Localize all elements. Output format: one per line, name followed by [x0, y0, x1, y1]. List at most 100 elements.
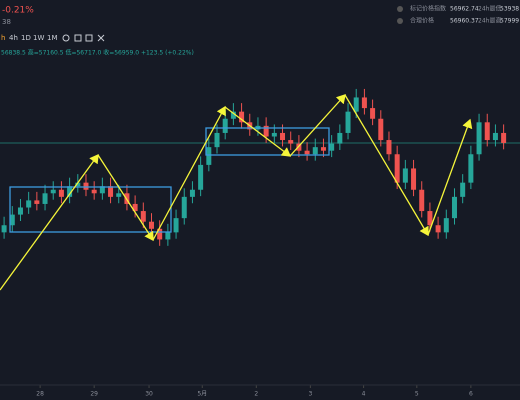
- candle-body: [222, 118, 228, 133]
- candle-body: [402, 168, 408, 183]
- x-tick-label: 5月: [197, 391, 207, 398]
- candle-body: [42, 193, 48, 204]
- candle-body: [280, 132, 286, 141]
- x-tick-label: 5: [415, 391, 419, 398]
- candle-body: [386, 140, 392, 155]
- stat-value: 53938: [500, 6, 519, 13]
- candle-body: [320, 147, 326, 151]
- candle-body: [492, 132, 498, 141]
- candle-body: [435, 225, 441, 233]
- candle-body: [91, 189, 97, 194]
- candle-body: [116, 193, 122, 197]
- candle-body: [157, 228, 163, 240]
- icon: [397, 18, 403, 24]
- timeframe[interactable]: 1W: [33, 34, 44, 42]
- candle-body: [304, 150, 310, 155]
- trend-arrow: [427, 118, 473, 236]
- stat-value: 56960.37: [450, 18, 479, 25]
- candle-body: [165, 232, 171, 240]
- candle-body: [206, 147, 212, 165]
- candle-body: [1, 225, 7, 233]
- stat-label: 24h最高: [478, 17, 501, 25]
- range-box: [9, 186, 172, 233]
- candle-body: [484, 122, 490, 141]
- stats: 标记价格指数 56962.74 24h最低 53938 合理价格 56960.3…: [397, 5, 519, 25]
- candle-body: [17, 207, 23, 215]
- x-tick-label: 28: [36, 391, 44, 398]
- timeframe[interactable]: 1M: [47, 34, 58, 42]
- candle-body: [132, 203, 138, 212]
- settings-icon[interactable]: [62, 34, 70, 42]
- candle-body: [451, 196, 457, 219]
- sub-price: 38: [2, 18, 11, 26]
- x-tick-label: 30: [145, 391, 153, 398]
- trend-arrow: [152, 105, 226, 241]
- x-tick-label: 4: [362, 391, 366, 398]
- timeframe[interactable]: 1D: [21, 34, 31, 42]
- candle-body: [312, 147, 318, 155]
- timeframe[interactable]: 4h: [9, 34, 18, 42]
- candle-body: [460, 182, 466, 197]
- candle-body: [476, 122, 482, 155]
- drawings: [0, 94, 473, 291]
- timeframe[interactable]: h: [1, 34, 5, 42]
- candle-body: [26, 200, 32, 208]
- stat-value: 56962.74: [450, 6, 479, 13]
- x-tick-label: 2: [254, 391, 258, 398]
- candle-body: [148, 221, 154, 229]
- candle-body: [239, 111, 245, 123]
- candle-body: [370, 108, 376, 119]
- candle-body: [50, 189, 56, 194]
- candle-body: [337, 132, 343, 144]
- candle-body: [443, 218, 449, 233]
- candle-body: [345, 111, 351, 133]
- candle-body: [468, 154, 474, 183]
- candle-body: [67, 186, 73, 197]
- candle-body: [394, 154, 400, 183]
- trend-arrow: [224, 106, 292, 157]
- candle-body: [173, 218, 179, 233]
- candle-body: [198, 164, 204, 190]
- candle-body: [181, 196, 187, 219]
- candle-body: [501, 132, 507, 143]
- candle-body: [34, 200, 40, 204]
- candle-body: [378, 118, 384, 141]
- indicator-icon[interactable]: [85, 34, 93, 42]
- trend-arrow: [289, 94, 346, 157]
- x-tick-label: 29: [90, 391, 98, 398]
- fullscreen-icon[interactable]: [97, 34, 105, 42]
- stat-label: 24h最低: [478, 5, 501, 13]
- candle-body: [99, 186, 105, 194]
- ohlc-legend: 56838.5 高=57160.5 低=56717.0 收=56959.0 +1…: [1, 49, 194, 57]
- trend-arrow: [97, 154, 154, 242]
- candle-body: [427, 211, 433, 226]
- candle-body: [9, 214, 15, 226]
- candle-body: [361, 97, 367, 109]
- candle-body: [271, 132, 277, 137]
- layout-icon[interactable]: [74, 34, 82, 42]
- trend-arrow: [0, 153, 99, 291]
- candle-body: [75, 182, 81, 187]
- stat-value: 57999: [500, 18, 519, 25]
- plot: 28 29 30 5月 2 3 4 5 6: [0, 88, 520, 398]
- stat-label: 标记价格指数: [410, 5, 446, 13]
- candle-body: [411, 168, 417, 190]
- candle-body: [58, 189, 64, 197]
- candle-body: [140, 211, 146, 222]
- candle-body: [296, 143, 302, 151]
- trend-arrow: [344, 94, 429, 237]
- stat-label: 合理价格: [410, 17, 434, 25]
- x-tick-label: 6: [469, 391, 473, 398]
- candle-body: [329, 143, 335, 151]
- x-tick-label: 3: [308, 391, 312, 398]
- timeframes: h 4h 1D 1W 1M: [1, 34, 105, 42]
- candle-body: [108, 186, 114, 197]
- candle-body: [419, 189, 425, 212]
- change: -0.21%: [2, 6, 34, 16]
- icon: [397, 6, 403, 12]
- candle-body: [263, 125, 269, 137]
- candle-body: [214, 132, 220, 148]
- candle-body: [189, 189, 195, 197]
